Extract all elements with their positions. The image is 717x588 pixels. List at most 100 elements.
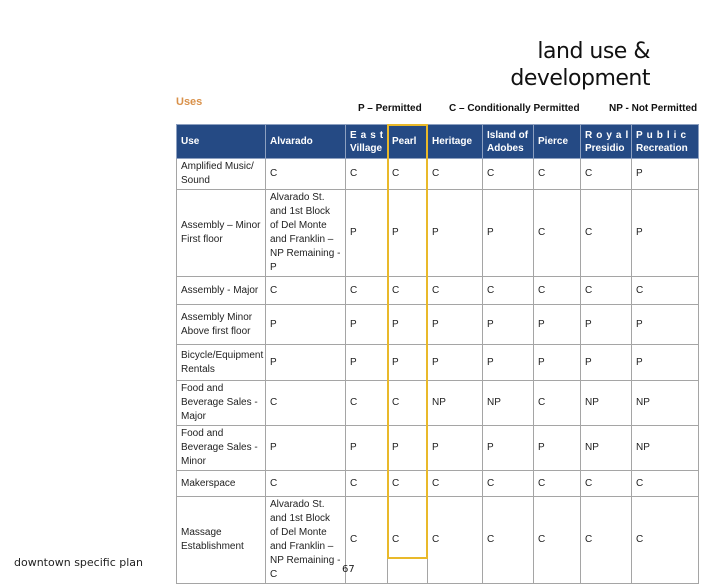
permission-cell: NP: [580, 425, 632, 471]
permission-cell: C: [387, 470, 428, 497]
permission-cell: P: [580, 344, 632, 381]
title-line-2: development: [510, 66, 650, 91]
permission-cell: P: [427, 425, 483, 471]
permission-cell: C: [427, 496, 483, 584]
permission-cell: NP: [580, 380, 632, 426]
page-title: land use & development: [510, 38, 650, 92]
permission-cell: P: [345, 189, 388, 277]
permission-cell: C: [482, 276, 534, 305]
permission-cell: C: [427, 470, 483, 497]
document-name: downtown specific plan: [14, 556, 143, 569]
use-cell: Food and Beverage Sales - Major: [176, 380, 266, 426]
permission-cell: C: [265, 158, 346, 190]
use-cell: Assembly Minor Above first floor: [176, 304, 266, 345]
permission-cell: C: [265, 276, 346, 305]
permission-cell: Alvarado St. and 1st Block of Del Monte …: [265, 496, 346, 584]
use-cell: Amplified Music/ Sound: [176, 158, 266, 190]
table-row: Assembly - Major C C C C C C C C: [176, 276, 699, 305]
permission-cell: P: [482, 304, 534, 345]
table-row: Bicycle/Equipment Rentals P P P P P P P P: [176, 344, 699, 381]
permission-cell: P: [387, 344, 428, 381]
table-row: Food and Beverage Sales - Major C C C NP NP C N…: [176, 380, 699, 426]
table-row: Food and Beverage Sales - Minor P P P P P P NP N…: [176, 425, 699, 471]
column-header: Alvarado: [265, 124, 346, 159]
land-use-table: Use Alvarado East Village Pearl Heritage Islan…: [176, 124, 699, 584]
permission-cell: Alvarado St. and 1st Block of Del Monte …: [265, 189, 346, 277]
use-cell: Assembly - Major: [176, 276, 266, 305]
use-cell: Food and Beverage Sales - Minor: [176, 425, 266, 471]
permission-cell: C: [345, 158, 388, 190]
permission-cell: NP: [631, 425, 699, 471]
permission-cell: C: [631, 496, 699, 584]
permission-cell: P: [345, 425, 388, 471]
column-header: Use: [176, 124, 266, 159]
permission-cell: C: [533, 276, 581, 305]
permission-cell: P: [482, 189, 534, 277]
permission-cell: C: [387, 496, 428, 584]
column-header: Island of Adobes: [482, 124, 534, 159]
column-header: Heritage: [427, 124, 483, 159]
permission-cell: P: [345, 304, 388, 345]
permission-cell: P: [265, 344, 346, 381]
permission-cell: C: [482, 496, 534, 584]
permission-cell: C: [387, 276, 428, 305]
permission-cell: C: [533, 158, 581, 190]
permission-cell: P: [580, 304, 632, 345]
permission-cell: P: [345, 344, 388, 381]
permission-cell: P: [533, 425, 581, 471]
column-header: Pierce: [533, 124, 581, 159]
permission-cell: C: [482, 158, 534, 190]
title-line-1: land use &: [537, 39, 650, 64]
permission-cell: NP: [631, 380, 699, 426]
permission-cell: C: [345, 470, 388, 497]
permission-cell: C: [580, 470, 632, 497]
table-row: Makerspace C C C C C C C C: [176, 470, 699, 497]
permission-cell: C: [427, 276, 483, 305]
permission-cell: C: [265, 470, 346, 497]
permission-cell: P: [265, 425, 346, 471]
permission-cell: NP: [427, 380, 483, 426]
use-cell: Massage Establishment: [176, 496, 266, 584]
permission-cell: C: [345, 380, 388, 426]
permission-cell: P: [631, 344, 699, 381]
legend-conditional: C – Conditionally Permitted: [449, 103, 580, 114]
permission-cell: P: [427, 189, 483, 277]
permission-cell: C: [580, 158, 632, 190]
permission-cell: P: [482, 344, 534, 381]
column-header: East Village: [345, 124, 388, 159]
permission-cell: P: [265, 304, 346, 345]
permission-cell: C: [345, 276, 388, 305]
table-header-row: Use Alvarado East Village Pearl Heritage Islan…: [176, 124, 699, 159]
use-cell: Bicycle/Equipment Rentals: [176, 344, 266, 381]
permission-cell: NP: [482, 380, 534, 426]
permission-cell: C: [427, 158, 483, 190]
legend-not-permitted: NP - Not Permitted: [609, 103, 698, 114]
permission-cell: C: [631, 276, 699, 305]
permission-cell: P: [533, 344, 581, 381]
permission-cell: P: [482, 425, 534, 471]
permission-cell: P: [533, 304, 581, 345]
permission-cell: C: [387, 158, 428, 190]
use-cell: Assembly – Minor First floor: [176, 189, 266, 277]
permission-cell: P: [631, 158, 699, 190]
permission-cell: C: [580, 276, 632, 305]
table-row: Assembly – Minor First floor Alvarado St.…: [176, 189, 699, 277]
permission-cell: P: [387, 425, 428, 471]
table-row: Amplified Music/ Sound C C C C C C C P: [176, 158, 699, 190]
table-row: Massage Establishment Alvarado St. and 1s…: [176, 496, 699, 584]
section-label: Uses: [176, 96, 203, 108]
column-header: Royal Presidio: [580, 124, 632, 159]
table-row: Assembly Minor Above first floor P P P P P P P P: [176, 304, 699, 345]
permission-cell: P: [631, 304, 699, 345]
permission-cell: P: [387, 189, 428, 277]
permission-cell: C: [265, 380, 346, 426]
permission-cell: P: [631, 189, 699, 277]
permission-cell: C: [580, 189, 632, 277]
permission-cell: C: [533, 380, 581, 426]
column-header: Pearl: [387, 124, 428, 159]
permission-cell: C: [533, 189, 581, 277]
permission-cell: P: [427, 344, 483, 381]
permission-cell: C: [533, 496, 581, 584]
permission-cell: P: [427, 304, 483, 345]
page-number: 67: [342, 564, 355, 575]
